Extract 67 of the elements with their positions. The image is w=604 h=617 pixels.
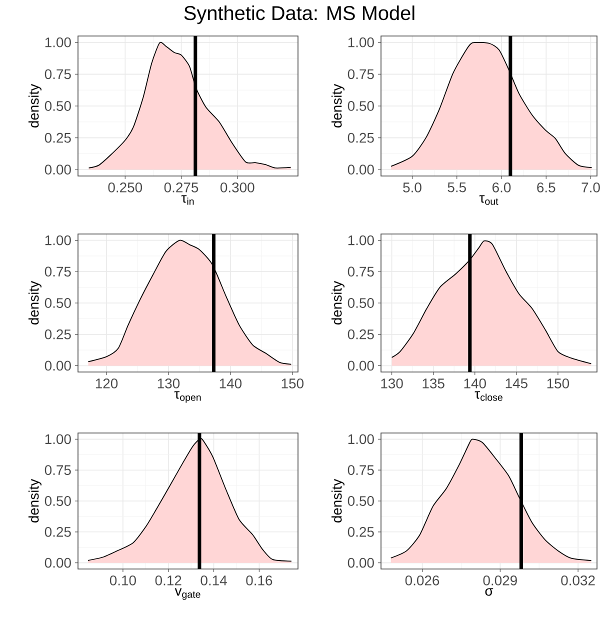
x-tick-label: 150 bbox=[547, 378, 570, 388]
y-axis-title: density bbox=[332, 84, 345, 128]
y-tick-label: 0.00 bbox=[348, 360, 374, 371]
y-axis-title: density bbox=[28, 84, 42, 128]
x-axis-title: τ$_{out}$ bbox=[480, 195, 498, 205]
y-tick-label: 0.25 bbox=[348, 526, 374, 537]
x-tick-label: 120 bbox=[96, 378, 118, 388]
y-tick-label: 0.25 bbox=[44, 526, 71, 537]
y-tick-label: 1.00 bbox=[348, 37, 374, 48]
y-tick-label: 0.00 bbox=[44, 360, 72, 371]
y-tick-label: 0.25 bbox=[44, 329, 71, 340]
x-tick-label: 5.0 bbox=[403, 182, 422, 192]
x-tick-label: 0.14 bbox=[200, 576, 228, 586]
x-axis-title: τ$_{open}$ bbox=[174, 391, 201, 403]
y-tick-label: 0.00 bbox=[44, 558, 72, 568]
y-axis-title: density bbox=[28, 280, 42, 325]
x-tick-label: 0.16 bbox=[246, 576, 272, 586]
y-axis-title: density bbox=[332, 280, 345, 325]
y-tick-label: 1.00 bbox=[46, 434, 72, 444]
y-tick-label: 0.50 bbox=[44, 496, 72, 506]
y-tick-label: 0.50 bbox=[44, 298, 72, 308]
y-tick-label: 1.00 bbox=[46, 235, 72, 246]
y-tick-label: 0.75 bbox=[44, 465, 71, 476]
y-tick-label: 0.50 bbox=[348, 298, 374, 308]
x-tick-label: 0.032 bbox=[561, 576, 595, 586]
y-tick-label: 1.00 bbox=[348, 235, 374, 246]
y-tick-label: 0.50 bbox=[348, 101, 374, 111]
y-tick-label: 0.75 bbox=[44, 69, 71, 80]
y-axis-title: density bbox=[28, 478, 42, 523]
y-tick-label: 0.25 bbox=[348, 132, 374, 143]
x-tick-label: 0.026 bbox=[405, 576, 440, 586]
y-axis-title: density bbox=[332, 478, 345, 523]
x-tick-label: 150 bbox=[282, 378, 304, 388]
x-tick-label: 5.5 bbox=[448, 182, 466, 192]
x-axis-title: σ bbox=[485, 588, 494, 596]
y-tick-label: 0.00 bbox=[348, 164, 374, 175]
x-tick-label: 130 bbox=[381, 378, 404, 388]
chart-title: Synthetic Data: MS Model bbox=[184, 6, 414, 24]
x-tick-label: 145 bbox=[506, 378, 528, 388]
x-axis-title: τ$_{in}$ bbox=[182, 195, 194, 205]
y-tick-label: 0.75 bbox=[348, 465, 374, 476]
x-tick-label: 135 bbox=[422, 378, 444, 388]
y-tick-label: 1.00 bbox=[46, 37, 72, 48]
y-tick-label: 0.75 bbox=[348, 266, 374, 277]
x-tick-label: 0.275 bbox=[164, 182, 198, 192]
y-tick-label: 0.00 bbox=[348, 558, 374, 568]
y-tick-label: 0.25 bbox=[44, 132, 71, 143]
x-tick-label: 0.300 bbox=[220, 182, 254, 192]
y-tick-label: 0.00 bbox=[44, 164, 72, 175]
y-tick-label: 0.75 bbox=[348, 69, 374, 80]
y-tick-label: 0.50 bbox=[348, 496, 374, 506]
x-axis-title: v$_{gate}$ bbox=[174, 588, 200, 600]
x-tick-label: 0.12 bbox=[155, 576, 182, 586]
y-tick-label: 0.25 bbox=[348, 329, 374, 340]
x-tick-label: 0.250 bbox=[108, 182, 142, 192]
x-tick-label: 7.0 bbox=[582, 182, 600, 192]
x-tick-label: 6.5 bbox=[537, 182, 556, 192]
y-tick-label: 1.00 bbox=[348, 434, 374, 444]
y-tick-label: 0.75 bbox=[44, 266, 71, 277]
x-tick-label: 130 bbox=[158, 378, 180, 388]
x-tick-label: 140 bbox=[464, 378, 486, 388]
x-tick-label: 6.0 bbox=[492, 182, 511, 192]
x-tick-label: 140 bbox=[220, 378, 242, 388]
x-axis-title: τ$_{close}$ bbox=[474, 391, 503, 401]
x-tick-label: 0.029 bbox=[483, 576, 518, 586]
y-tick-label: 0.50 bbox=[44, 101, 72, 111]
x-tick-label: 0.10 bbox=[110, 576, 136, 586]
